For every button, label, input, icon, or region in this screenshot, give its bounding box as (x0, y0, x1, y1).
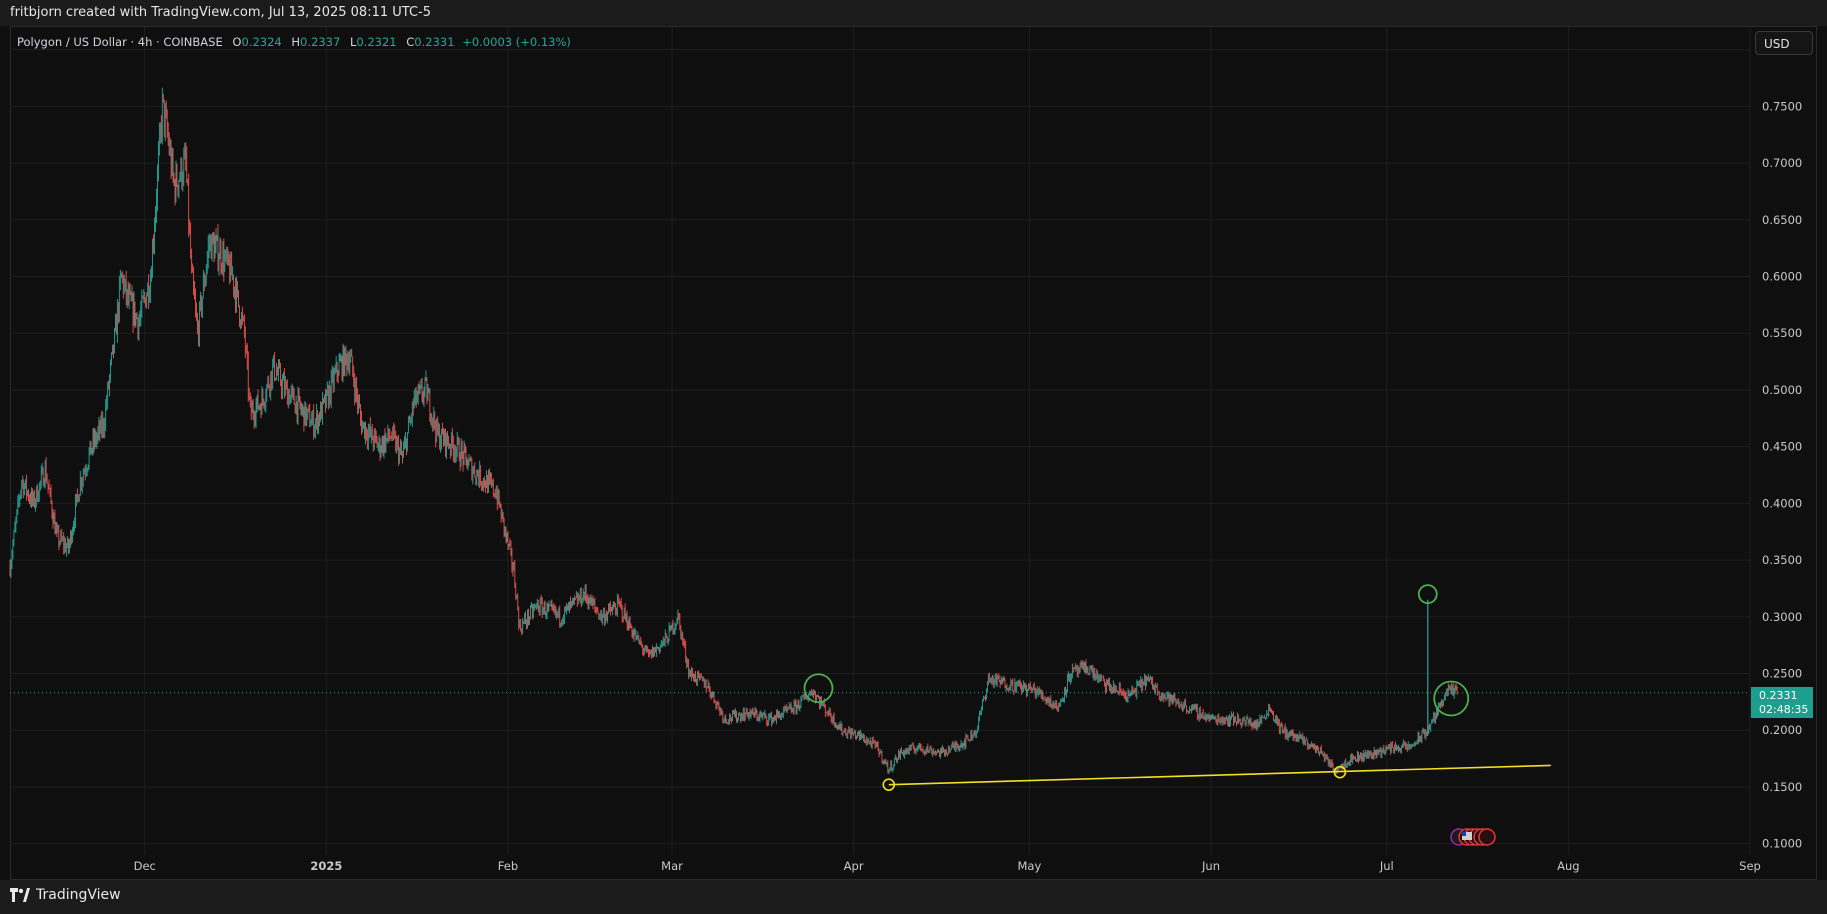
close-value: 0.2331 (414, 35, 455, 49)
time-tick-label: Apr (844, 859, 864, 873)
tradingview-logo-icon (10, 888, 30, 902)
price-tick-label: 0.7000 (1762, 156, 1802, 170)
time-tick-label: Aug (1557, 859, 1579, 873)
us-flag-icon (1462, 832, 1472, 840)
time-tick-label: Jun (1201, 859, 1220, 873)
price-tick-label: 0.1500 (1762, 780, 1802, 794)
high-label: H (291, 35, 301, 49)
price-tick-label: 0.3000 (1762, 610, 1802, 624)
close-label: C (406, 35, 415, 49)
price-tick-label: 0.1000 (1762, 837, 1802, 851)
time-tick-label: Sep (1739, 859, 1761, 873)
price-axis: 0.80000.75000.70000.65000.60000.55000.50… (1762, 43, 1802, 851)
price-tick-label: 0.2500 (1762, 667, 1802, 681)
bar-countdown: 02:48:35 (1759, 703, 1809, 716)
price-tick-label: 0.4500 (1762, 440, 1802, 454)
open-value: 0.2324 (241, 35, 282, 49)
price-tick-label: 0.2000 (1762, 723, 1802, 737)
us-flag-canton (1462, 832, 1466, 836)
price-tick-label: 0.5000 (1762, 383, 1802, 397)
footer-bar: TradingView (0, 880, 1827, 914)
symbol-title[interactable]: Polygon / US Dollar · 4h · COINBASE (17, 35, 223, 49)
time-tick-label: 2025 (310, 859, 342, 873)
price-tick-label: 0.5500 (1762, 326, 1802, 340)
attribution-bar: fritbjorn created with TradingView.com, … (0, 0, 1827, 26)
last-price-tag: 0.2331 02:48:35 (1751, 687, 1813, 718)
highlight-circle (803, 673, 834, 704)
low-value: 0.2321 (356, 35, 397, 49)
price-tick-label: 0.4000 (1762, 496, 1802, 510)
highlight-circle (1433, 680, 1470, 717)
time-tick-label: Feb (498, 859, 518, 873)
pivot-circle (882, 778, 896, 791)
time-tick-label: Jul (1379, 859, 1394, 873)
event-markers (1450, 828, 1496, 846)
event-marker-red (1478, 828, 1496, 846)
support-trendline (888, 764, 1551, 786)
time-tick-label: Dec (134, 859, 156, 873)
time-tick-label: Mar (661, 859, 683, 873)
price-tick-label: 0.6500 (1762, 213, 1802, 227)
highlight-circle (1417, 584, 1438, 605)
open-label: O (232, 35, 242, 49)
drawings (803, 584, 1551, 791)
pivot-circle (1333, 765, 1347, 779)
price-tick-label: 0.3500 (1762, 553, 1802, 567)
currency-button[interactable]: USD (1755, 31, 1813, 55)
time-tick-label: May (1018, 859, 1042, 873)
change-value: +0.0003 (+0.13%) (462, 35, 571, 49)
low-label: L (349, 35, 357, 49)
last-price-value: 0.2331 (1759, 689, 1798, 702)
symbol-legend: Polygon / US Dollar · 4h · COINBASE O0.2… (17, 35, 571, 49)
tradingview-brand-label: TradingView (36, 887, 121, 903)
candles (9, 87, 1750, 775)
price-tick-label: 0.6000 (1762, 270, 1802, 284)
time-axis: Dec 2025 Feb Mar Apr May Jun Jul Aug Sep (134, 859, 1761, 873)
high-value: 0.2337 (300, 35, 341, 49)
grid (10, 27, 1751, 855)
price-tick-label: 0.7500 (1762, 99, 1802, 113)
chart-frame[interactable] (10, 26, 1817, 880)
tradingview-logo[interactable]: TradingView (10, 887, 121, 903)
attribution-text: fritbjorn created with TradingView.com, … (10, 5, 431, 20)
